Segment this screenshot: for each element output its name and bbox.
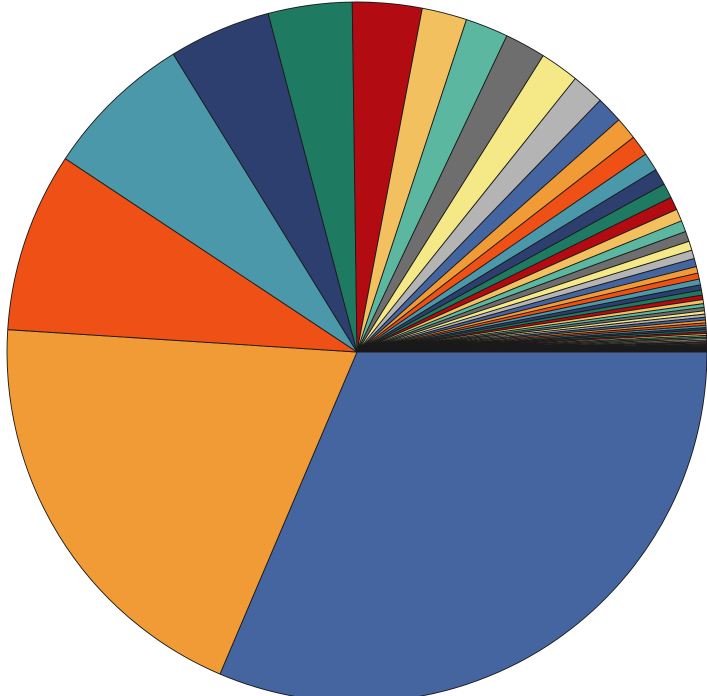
pie-slice-1 xyxy=(219,351,707,696)
pie-slices xyxy=(6,1,707,696)
pie-slice-4 xyxy=(64,53,358,353)
pie-slice-2 xyxy=(6,329,358,675)
pie-slice-3 xyxy=(7,158,358,353)
